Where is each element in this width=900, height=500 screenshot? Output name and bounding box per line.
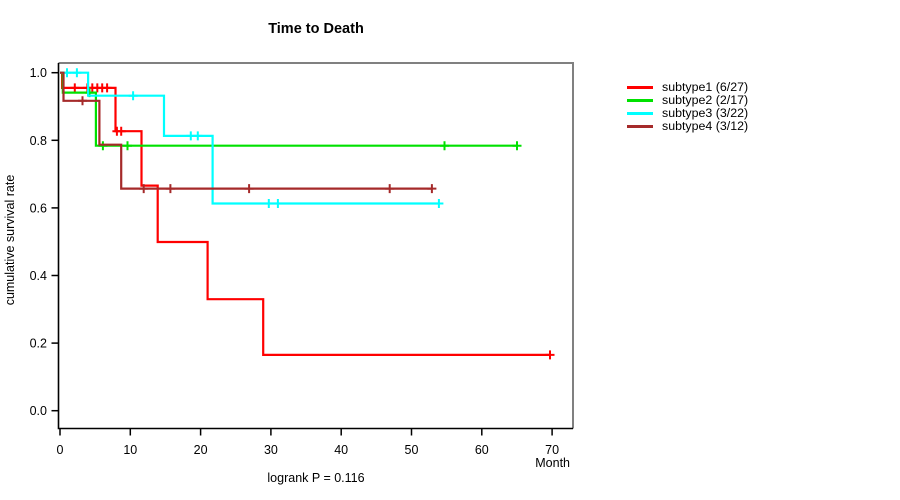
survival-curve-4 — [60, 71, 432, 190]
y-tick-label: 1.0 — [30, 66, 47, 80]
y-tick-label: 0.8 — [30, 134, 47, 148]
legend-entry-3: subtype3 (3/22) — [627, 107, 748, 120]
plot-frame-axes — [57, 63, 573, 430]
logrank-pvalue-text: logrank P = 0.116 — [267, 471, 365, 485]
legend-label: subtype2 (2/17) — [662, 93, 749, 107]
censor-marks-4 — [78, 96, 437, 194]
legend-label: subtype1 (6/27) — [662, 80, 749, 94]
legend-line-swatch — [627, 99, 653, 102]
y-tick-label: 0.4 — [30, 269, 47, 283]
legend-label: subtype4 (3/12) — [662, 119, 749, 133]
chart-title: Time to Death — [268, 21, 364, 37]
survival-curve-1 — [60, 71, 550, 356]
x-axis-title: Month — [535, 456, 570, 470]
censor-marks-3 — [62, 68, 444, 208]
x-tick-label: 70 — [545, 443, 559, 457]
survival-curve-3 — [60, 71, 439, 205]
x-tick-label: 50 — [405, 443, 419, 457]
survival-curve-2 — [60, 71, 517, 147]
y-tick-label: 0.2 — [30, 337, 47, 351]
x-tick-label: 0 — [57, 443, 64, 457]
legend-label: subtype3 (3/22) — [662, 106, 749, 120]
x-tick-label: 40 — [334, 443, 348, 457]
x-tick-label: 10 — [123, 443, 137, 457]
x-tick-label: 20 — [194, 443, 208, 457]
x-tick-label: 60 — [475, 443, 489, 457]
plot-frame-top-right — [58, 62, 574, 429]
legend-entry-2: subtype2 (2/17) — [627, 94, 748, 107]
legend-line-swatch — [627, 125, 653, 128]
legend: subtype1 (6/27) subtype2 (2/17) subtype3 (… — [627, 81, 748, 133]
censor-marks-1 — [70, 83, 555, 360]
legend-entry-4: subtype4 (3/12) — [627, 120, 748, 133]
legend-line-swatch — [627, 86, 653, 89]
legend-entry-1: subtype1 (6/27) — [627, 81, 748, 94]
legend-line-swatch — [627, 112, 653, 115]
censor-marks-2 — [85, 88, 522, 151]
y-tick-label: 0.6 — [30, 201, 47, 215]
x-tick-label: 30 — [264, 443, 278, 457]
y-tick-label: 0.0 — [30, 404, 47, 418]
